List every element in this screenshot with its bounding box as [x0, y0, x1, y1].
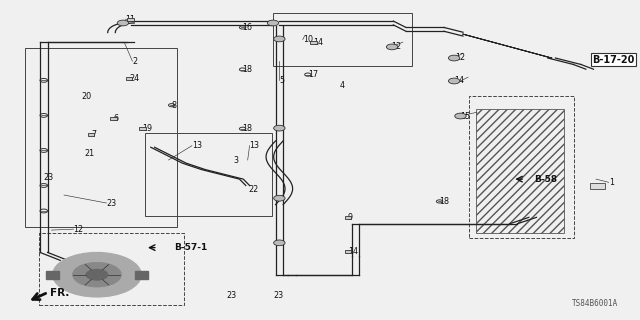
Text: 14: 14: [314, 38, 324, 47]
Text: 4: 4: [339, 81, 344, 90]
Circle shape: [387, 44, 398, 50]
Text: 7: 7: [92, 130, 97, 139]
Text: 23: 23: [43, 173, 53, 182]
Circle shape: [274, 125, 285, 131]
Text: 1: 1: [609, 178, 614, 187]
Text: 16: 16: [243, 23, 253, 32]
Text: 24: 24: [129, 74, 140, 83]
Bar: [38, 233, 184, 305]
Text: 18: 18: [243, 124, 253, 133]
Circle shape: [274, 196, 285, 201]
Bar: [344, 216, 351, 219]
Text: 23: 23: [227, 291, 237, 300]
Text: 11: 11: [125, 15, 136, 24]
Bar: [140, 127, 146, 130]
Bar: [145, 133, 272, 216]
Text: 15: 15: [460, 112, 470, 121]
Text: B-57-1: B-57-1: [174, 243, 207, 252]
Text: 13: 13: [250, 141, 260, 150]
Text: 14: 14: [348, 247, 358, 256]
Bar: [110, 117, 116, 120]
Text: 14: 14: [454, 76, 464, 85]
Circle shape: [86, 269, 108, 280]
Text: 12: 12: [456, 53, 465, 62]
Text: 23: 23: [106, 198, 116, 207]
Bar: [344, 250, 351, 253]
Circle shape: [52, 252, 141, 297]
Circle shape: [449, 55, 460, 61]
Bar: [589, 183, 605, 189]
Text: TS84B6001A: TS84B6001A: [572, 299, 618, 308]
Text: B-17-20: B-17-20: [593, 55, 635, 65]
Text: 21: 21: [84, 149, 95, 158]
Circle shape: [274, 240, 285, 246]
Text: 3: 3: [234, 156, 239, 164]
Circle shape: [117, 20, 129, 26]
Bar: [476, 109, 564, 233]
Text: 13: 13: [192, 141, 202, 150]
Text: 18: 18: [243, 65, 253, 74]
Text: FR.: FR.: [50, 288, 70, 298]
Bar: [88, 133, 95, 136]
Bar: [46, 271, 59, 278]
Circle shape: [274, 36, 285, 42]
Text: 12: 12: [74, 225, 84, 234]
Bar: [126, 77, 132, 80]
Circle shape: [72, 262, 122, 287]
Text: 2: 2: [132, 57, 138, 66]
Bar: [127, 18, 134, 21]
Bar: [469, 96, 574, 238]
Text: 20: 20: [81, 92, 92, 101]
Text: 6: 6: [113, 114, 118, 123]
Text: 8: 8: [172, 101, 177, 110]
Bar: [273, 13, 412, 66]
Text: 18: 18: [440, 197, 449, 206]
Text: 22: 22: [248, 185, 259, 194]
Text: 17: 17: [308, 70, 318, 79]
Bar: [135, 271, 148, 278]
Circle shape: [449, 78, 460, 84]
Text: 5: 5: [279, 76, 284, 85]
Bar: [310, 41, 317, 44]
Text: B-58: B-58: [534, 175, 557, 184]
Bar: [25, 49, 177, 227]
Text: 12: 12: [392, 42, 401, 52]
Text: 9: 9: [348, 213, 353, 222]
Circle shape: [268, 20, 278, 26]
Text: 23: 23: [273, 291, 283, 300]
Text: 10: 10: [303, 35, 313, 44]
Circle shape: [455, 113, 466, 119]
Text: 19: 19: [143, 124, 153, 133]
